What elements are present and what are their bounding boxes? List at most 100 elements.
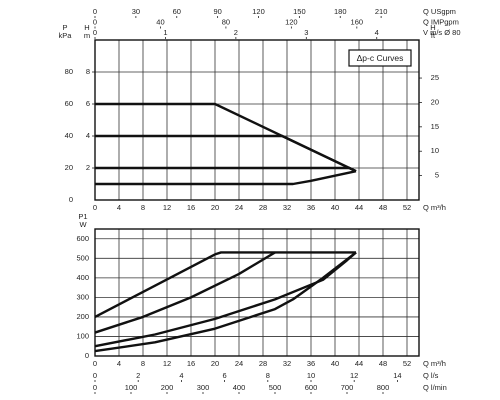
x-tick-label: 44 bbox=[355, 359, 363, 368]
x-tick-label: 24 bbox=[235, 203, 243, 212]
curve bbox=[95, 102, 357, 173]
axis-tick-label: 80 bbox=[222, 17, 230, 26]
curve bbox=[94, 251, 276, 334]
x-tick-label: 52 bbox=[403, 359, 411, 368]
y-tick-label: 80 bbox=[65, 67, 73, 76]
axis-tick-label: 180 bbox=[334, 7, 347, 16]
axis-tick-label: 0 bbox=[93, 7, 97, 16]
y-tick-label: 0 bbox=[69, 195, 73, 204]
x-tick-label: 16 bbox=[187, 203, 195, 212]
curve bbox=[94, 251, 357, 348]
y2-tick-label: 6 bbox=[86, 99, 90, 108]
x-tick-label: 32 bbox=[283, 203, 291, 212]
axis-tick-label: 0 bbox=[93, 371, 97, 380]
axis-tick-label: 0 bbox=[93, 28, 97, 37]
x-tick-label: 0 bbox=[93, 203, 97, 212]
x-axis-label: Q m³/h bbox=[423, 359, 446, 368]
x-tick-label: 20 bbox=[211, 203, 219, 212]
axis-label: Q l/min bbox=[423, 383, 447, 392]
axis-tick-label: 4 bbox=[375, 28, 379, 37]
curve bbox=[95, 170, 357, 186]
axis-tick-label: 160 bbox=[351, 17, 364, 26]
axis-tick-label: 100 bbox=[125, 383, 138, 392]
x-tick-label: 28 bbox=[259, 203, 267, 212]
axis-tick-label: 60 bbox=[173, 7, 181, 16]
axis-tick-label: 120 bbox=[285, 17, 298, 26]
x-tick-label: 44 bbox=[355, 203, 363, 212]
axis-tick-label: 30 bbox=[132, 7, 140, 16]
axis-tick-label: 14 bbox=[393, 371, 401, 380]
y3-tick-label: 10 bbox=[431, 146, 439, 155]
axis-tick-label: 4 bbox=[179, 371, 183, 380]
y2-tick-label: 2 bbox=[86, 163, 90, 172]
y-tick-label: 60 bbox=[65, 99, 73, 108]
y2-tick-label: 8 bbox=[86, 67, 90, 76]
y-tick-label: 0 bbox=[85, 351, 89, 360]
y3-tick-label: 15 bbox=[431, 122, 439, 131]
x-tick-label: 40 bbox=[331, 359, 339, 368]
axis-tick-label: 2 bbox=[136, 371, 140, 380]
axis-tick-label: 500 bbox=[269, 383, 282, 392]
axis-tick-label: 700 bbox=[341, 383, 354, 392]
axis-label: Q USgpm bbox=[423, 7, 456, 16]
axis-label: Q IMPgpm bbox=[423, 17, 459, 26]
axis-tick-label: 210 bbox=[375, 7, 388, 16]
y-tick-label: 20 bbox=[65, 163, 73, 172]
axis-tick-label: 10 bbox=[307, 371, 315, 380]
y-tick-label: 500 bbox=[76, 253, 89, 262]
x-tick-label: 8 bbox=[141, 203, 145, 212]
y-tick-label: 40 bbox=[65, 131, 73, 140]
axis-label: Q l/s bbox=[423, 371, 439, 380]
curve bbox=[94, 251, 356, 318]
axis-tick-label: 0 bbox=[93, 383, 97, 392]
x-tick-label: 16 bbox=[187, 359, 195, 368]
x-tick-label: 40 bbox=[331, 203, 339, 212]
x-tick-label: 48 bbox=[379, 359, 387, 368]
curve bbox=[94, 251, 357, 353]
y2-tick-label: 4 bbox=[86, 131, 90, 140]
plot-frame bbox=[94, 39, 420, 201]
axis-tick-label: 200 bbox=[161, 383, 174, 392]
y-tick-label: 400 bbox=[76, 273, 89, 282]
y-tick-label: 600 bbox=[76, 234, 89, 243]
axis-tick-label: 300 bbox=[197, 383, 210, 392]
axis-tick-label: 150 bbox=[293, 7, 306, 16]
x-tick-label: 52 bbox=[403, 203, 411, 212]
x-tick-label: 24 bbox=[235, 359, 243, 368]
annotation: Δp-c Curves bbox=[357, 53, 404, 63]
axis-tick-label: 2 bbox=[234, 28, 238, 37]
y3-tick-label: 25 bbox=[431, 73, 439, 82]
axis-tick-label: 0 bbox=[93, 17, 97, 26]
axis-tick-label: 120 bbox=[252, 7, 265, 16]
curve bbox=[95, 134, 357, 173]
y-tick-label: 300 bbox=[76, 292, 89, 301]
axis-tick-label: 1 bbox=[163, 28, 167, 37]
x-tick-label: 4 bbox=[117, 203, 121, 212]
axis-tick-label: 8 bbox=[266, 371, 270, 380]
y3-tick-label: 5 bbox=[435, 171, 439, 180]
plot-frame bbox=[94, 228, 420, 357]
x-tick-label: 8 bbox=[141, 359, 145, 368]
x-tick-label: 32 bbox=[283, 359, 291, 368]
y-tick-label: 200 bbox=[76, 312, 89, 321]
x-tick-label: 0 bbox=[93, 359, 97, 368]
x-tick-label: 20 bbox=[211, 359, 219, 368]
axis-tick-label: 800 bbox=[377, 383, 390, 392]
y3-tick-label: 20 bbox=[431, 97, 439, 106]
x-tick-label: 12 bbox=[163, 359, 171, 368]
x-tick-label: 36 bbox=[307, 203, 315, 212]
y-tick-label: 100 bbox=[76, 331, 89, 340]
x-axis-label: Q m³/h bbox=[423, 203, 446, 212]
axis-tick-label: 3 bbox=[304, 28, 308, 37]
axis-tick-label: 90 bbox=[213, 7, 221, 16]
axis-label: V m/s Ø 80 bbox=[423, 28, 461, 37]
axis-label: P1 W bbox=[78, 212, 87, 229]
axis-tick-label: 40 bbox=[156, 17, 164, 26]
x-tick-label: 36 bbox=[307, 359, 315, 368]
axis-tick-label: 400 bbox=[233, 383, 246, 392]
curve bbox=[95, 166, 357, 173]
